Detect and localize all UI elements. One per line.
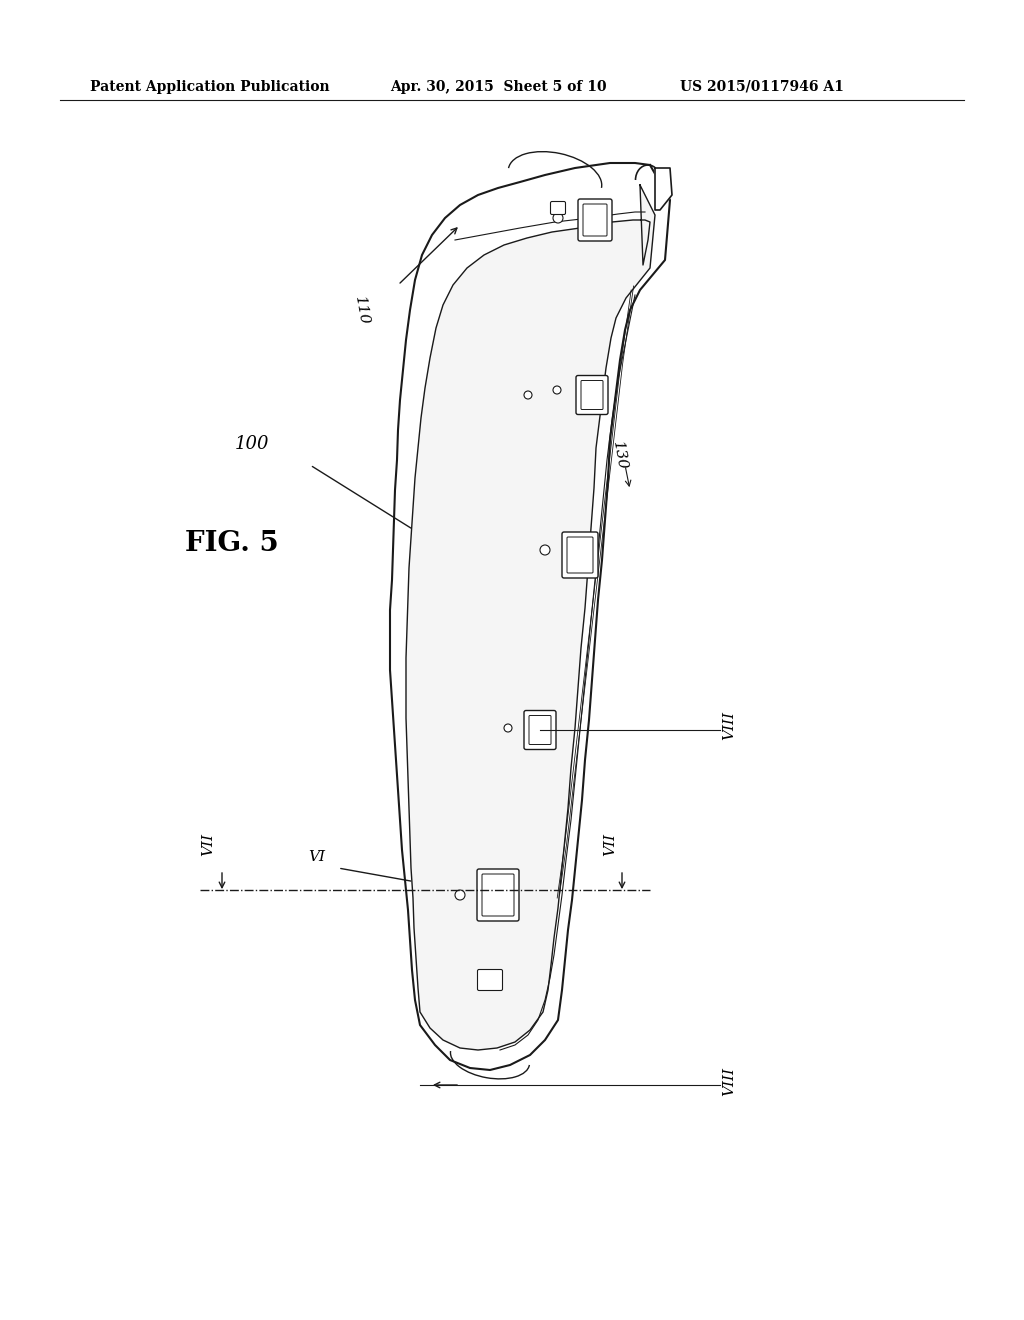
Polygon shape xyxy=(406,185,655,1049)
FancyBboxPatch shape xyxy=(583,205,607,236)
Polygon shape xyxy=(655,168,672,210)
Text: 130: 130 xyxy=(610,440,629,471)
Polygon shape xyxy=(390,162,670,1071)
Circle shape xyxy=(553,213,563,223)
Text: VII: VII xyxy=(201,833,215,855)
FancyBboxPatch shape xyxy=(575,375,608,414)
Circle shape xyxy=(524,391,532,399)
Text: VII: VII xyxy=(603,833,617,855)
Circle shape xyxy=(553,385,561,393)
FancyBboxPatch shape xyxy=(524,710,556,750)
Circle shape xyxy=(540,545,550,554)
Text: VI: VI xyxy=(308,850,325,865)
Text: 110: 110 xyxy=(352,294,371,326)
Text: US 2015/0117946 A1: US 2015/0117946 A1 xyxy=(680,81,844,94)
FancyBboxPatch shape xyxy=(529,715,551,744)
FancyBboxPatch shape xyxy=(477,969,503,990)
Text: 100: 100 xyxy=(234,436,269,453)
FancyBboxPatch shape xyxy=(578,199,612,242)
Text: Apr. 30, 2015  Sheet 5 of 10: Apr. 30, 2015 Sheet 5 of 10 xyxy=(390,81,606,94)
Text: VIII: VIII xyxy=(722,1068,736,1097)
Text: Patent Application Publication: Patent Application Publication xyxy=(90,81,330,94)
FancyBboxPatch shape xyxy=(477,869,519,921)
FancyBboxPatch shape xyxy=(482,874,514,916)
Text: VIII: VIII xyxy=(722,711,736,741)
Text: FIG. 5: FIG. 5 xyxy=(185,531,279,557)
FancyBboxPatch shape xyxy=(581,380,603,409)
Circle shape xyxy=(455,890,465,900)
FancyBboxPatch shape xyxy=(562,532,598,578)
Circle shape xyxy=(504,723,512,733)
FancyBboxPatch shape xyxy=(567,537,593,573)
FancyBboxPatch shape xyxy=(551,202,565,214)
